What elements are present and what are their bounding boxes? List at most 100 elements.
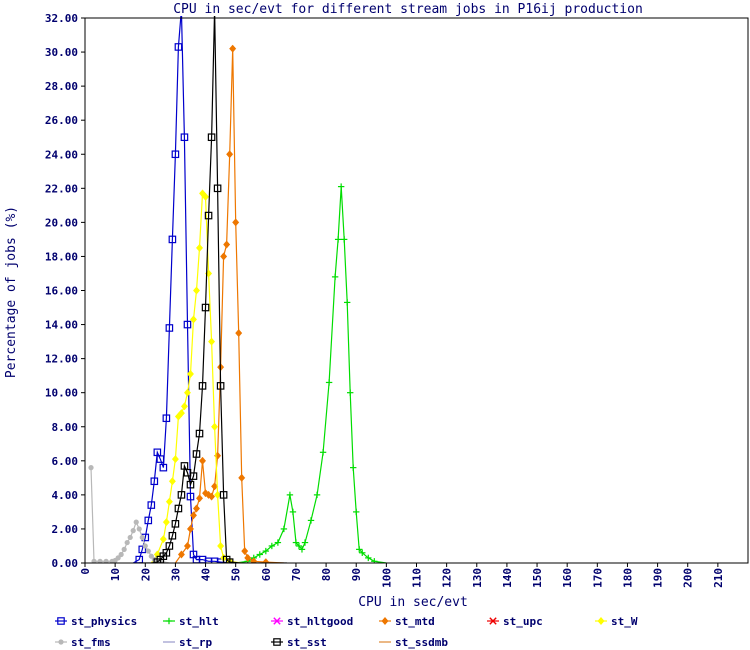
legend-item-st_physics: st_physics — [55, 615, 137, 628]
y-tick-label: 6.00 — [52, 455, 79, 468]
data-point — [115, 555, 121, 561]
x-tick-label: 140 — [501, 568, 514, 588]
data-point — [262, 558, 270, 563]
data-point — [142, 543, 148, 549]
legend-label: st_W — [611, 615, 638, 628]
data-point — [183, 388, 191, 397]
series-line-st_mtd — [174, 48, 284, 563]
data-point — [217, 541, 225, 551]
data-point — [168, 235, 177, 244]
x-tick-label: 80 — [320, 568, 333, 581]
data-point — [165, 497, 173, 506]
data-point — [195, 243, 204, 253]
data-point — [174, 43, 183, 51]
legend-item-st_hlt: st_hlt — [163, 615, 219, 628]
legend-item-st_mtd: st_mtd — [379, 615, 435, 628]
data-point — [220, 252, 228, 261]
y-tick-label: 26.00 — [45, 114, 78, 127]
series-st_physics — [132, 16, 230, 563]
data-point — [286, 491, 294, 499]
legend-swatch-marker — [381, 616, 389, 626]
data-point — [280, 525, 288, 533]
data-point — [292, 539, 300, 546]
data-point — [343, 299, 351, 306]
x-tick-label: 190 — [652, 568, 665, 588]
data-point — [121, 546, 127, 552]
data-point — [159, 535, 167, 544]
legend-item-st_W: st_W — [595, 615, 638, 628]
y-tick-label: 10.00 — [45, 387, 78, 400]
data-point — [133, 519, 139, 525]
series-line-st_physics — [132, 16, 230, 563]
series-st_hlt — [235, 183, 387, 563]
legend-item-st_sst: st_sst — [271, 636, 327, 649]
data-point — [334, 236, 342, 243]
data-point — [192, 286, 201, 295]
data-point — [235, 328, 243, 338]
legend-label: st_ssdmb — [395, 636, 448, 649]
chart-title: CPU in sec/evt for different stream jobs… — [173, 2, 643, 17]
data-point — [201, 303, 210, 312]
x-tick-label: 40 — [200, 568, 213, 581]
data-point — [144, 516, 153, 525]
data-point — [162, 518, 170, 527]
data-point — [301, 539, 309, 546]
data-point — [340, 236, 348, 243]
data-point — [147, 501, 156, 509]
data-point — [177, 409, 185, 418]
y-tick-label: 8.00 — [52, 421, 79, 434]
data-point — [298, 546, 306, 553]
data-point — [268, 542, 276, 550]
data-point — [186, 480, 195, 489]
legend-swatch-marker — [57, 617, 65, 625]
data-point — [192, 504, 201, 513]
data-point — [189, 315, 198, 324]
x-tick-label: 180 — [621, 568, 634, 588]
data-point — [192, 450, 201, 458]
data-point — [274, 539, 282, 546]
axes: 0.00 2.00 4.00 6.00 8.00 10.00 12.00 14.00 16.00… — [45, 12, 749, 588]
data-point — [204, 211, 213, 220]
data-point — [199, 456, 207, 465]
data-point — [124, 539, 130, 546]
data-point — [168, 531, 177, 540]
data-point — [229, 44, 237, 53]
x-tick-label: 130 — [471, 568, 484, 588]
data-point — [232, 218, 240, 227]
legend-swatch-marker — [273, 617, 281, 625]
data-point — [347, 389, 354, 396]
data-point — [88, 465, 94, 471]
y-tick-label: 24.00 — [45, 148, 78, 161]
data-point — [337, 183, 345, 190]
legend-item-st_hltgood: st_hltgood — [271, 615, 353, 628]
legend-label: st_fms — [71, 636, 111, 649]
data-point — [91, 558, 97, 563]
series-st_W — [150, 189, 242, 563]
data-point — [211, 422, 219, 431]
data-point — [208, 492, 216, 501]
y-tick-label: 28.00 — [45, 80, 78, 93]
data-point — [171, 455, 179, 464]
legend-label: st_mtd — [395, 615, 435, 628]
data-point — [214, 490, 222, 499]
data-point — [165, 542, 174, 550]
x-tick-label: 210 — [712, 568, 725, 588]
legend-swatch-marker — [489, 617, 497, 625]
data-point — [307, 517, 315, 524]
data-point — [325, 379, 333, 386]
data-point — [223, 240, 231, 249]
x-tick-label: 100 — [380, 568, 393, 588]
data-point — [138, 545, 147, 554]
data-point — [365, 554, 372, 562]
series-st_fms — [88, 465, 170, 563]
data-point — [226, 150, 234, 159]
x-tick-label: 120 — [441, 568, 454, 588]
data-point — [186, 524, 195, 534]
data-point — [202, 192, 210, 201]
data-point — [189, 511, 198, 520]
data-point — [256, 551, 263, 558]
legend-item-st_rp: st_rp — [163, 636, 212, 649]
data-point — [171, 520, 180, 528]
y-tick-label: 16.00 — [45, 285, 78, 298]
